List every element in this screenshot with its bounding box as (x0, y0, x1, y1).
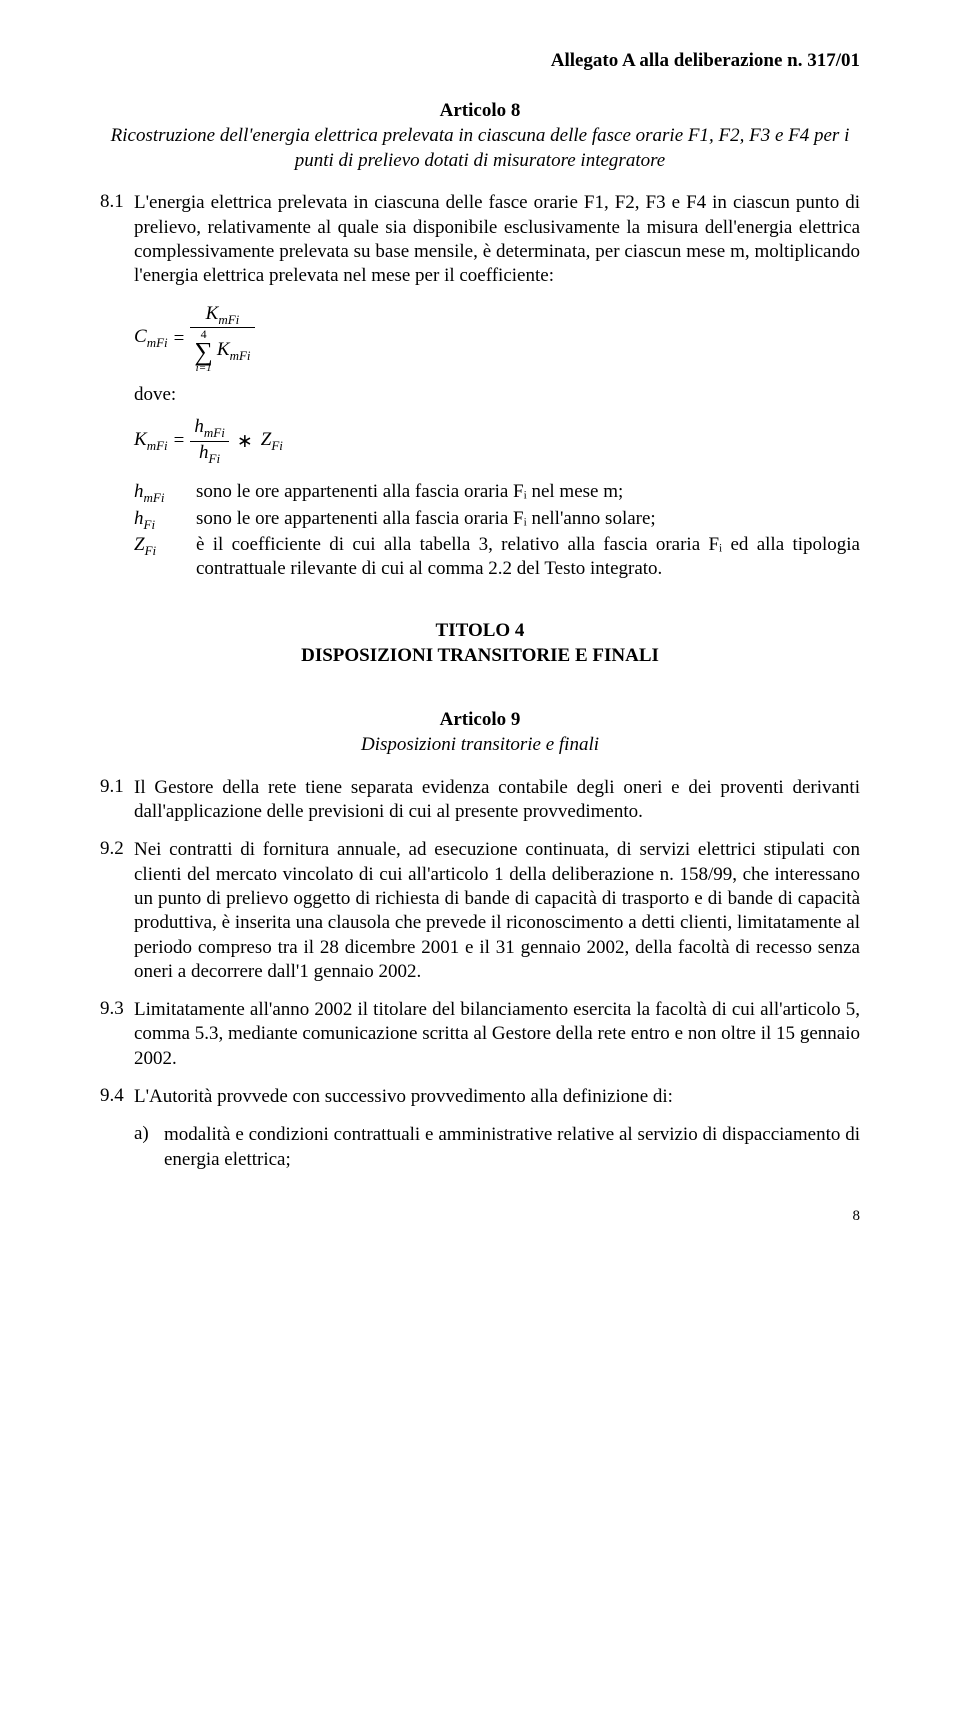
def-hfi-txt: sono le ore appartenenti alla fascia ora… (196, 507, 860, 533)
kmfi-z-base: Z (261, 429, 272, 450)
para-9-1: 9.1 Il Gestore della rete tiene separata… (100, 776, 860, 825)
para-9-1-num: 9.1 (100, 776, 134, 825)
kmfi-lhs-sub: mFi (147, 438, 168, 453)
kmfi-den-sub: Fi (209, 451, 221, 466)
para-9-3-text: Limitatamente all'anno 2002 il titolare … (134, 998, 860, 1071)
formula-kmfi: KmFi = hmFi hFi ∗ ZFi (134, 416, 860, 466)
kmfi-num-sub: mFi (204, 425, 225, 440)
def-zfi-sub: Fi (145, 543, 157, 558)
titolo4-line1: TITOLO 4 (100, 618, 860, 644)
para-9-4-a: a) modalità e condizioni contrattuali e … (134, 1123, 860, 1172)
titolo4-block: TITOLO 4 DISPOSIZIONI TRANSITORIE E FINA… (100, 618, 860, 669)
titolo4-line2: DISPOSIZIONI TRANSITORIE E FINALI (100, 643, 860, 669)
cmfi-lhs-base: C (134, 326, 147, 347)
def-hfi-sub: Fi (144, 516, 156, 531)
para-9-4-a-text: modalità e condizioni contrattuali e amm… (164, 1123, 860, 1172)
def-hmfi-sym: h (134, 481, 144, 502)
para-9-4: 9.4 L'Autorità provvede con successivo p… (100, 1085, 860, 1109)
header-allegato: Allegato A alla deliberazione n. 317/01 (100, 50, 860, 72)
cmfi-den-base: K (217, 339, 230, 360)
def-hfi: hFi sono le ore appartenenti alla fascia… (134, 507, 860, 533)
formula-cmfi: CmFi = KmFi 4 ∑ i=1 KmFi (134, 303, 860, 375)
para-9-3-num: 9.3 (100, 998, 134, 1071)
para-9-4-num: 9.4 (100, 1085, 134, 1109)
def-hmfi: hmFi sono le ore appartenenti alla fasci… (134, 480, 860, 506)
kmfi-den-base: h (199, 442, 209, 463)
def-zfi-sym: Z (134, 534, 145, 555)
para-9-4-a-letter: a) (134, 1123, 164, 1172)
para-8-1-num: 8.1 (100, 191, 134, 288)
article9-title: Articolo 9 (100, 709, 860, 731)
article8-subtitle: Ricostruzione dell'energia elettrica pre… (100, 124, 860, 173)
cmfi-den-sub: mFi (230, 348, 251, 363)
cmfi-lhs-sub: mFi (147, 335, 168, 350)
kmfi-z-sub: Fi (271, 438, 283, 453)
para-9-1-text: Il Gestore della rete tiene separata evi… (134, 776, 860, 825)
document-page: Allegato A alla deliberazione n. 317/01 … (0, 0, 960, 1265)
def-hmfi-sub: mFi (144, 490, 165, 505)
para-9-2-text: Nei contratti di fornitura annuale, ad e… (134, 838, 860, 984)
para-8-1: 8.1 L'energia elettrica prelevata in cia… (100, 191, 860, 288)
kmfi-num-base: h (194, 416, 204, 437)
sigma-bot: i=1 (196, 363, 212, 374)
def-hfi-sym: h (134, 508, 144, 529)
def-zfi: ZFi è il coefficiente di cui alla tabell… (134, 533, 860, 582)
cmfi-num-base: K (206, 303, 219, 324)
para-8-1-text: L'energia elettrica prelevata in ciascun… (134, 191, 860, 288)
para-9-2-num: 9.2 (100, 838, 134, 984)
kmfi-lhs-base: K (134, 429, 147, 450)
para-9-3: 9.3 Limitatamente all'anno 2002 il titol… (100, 998, 860, 1071)
page-number: 8 (100, 1208, 860, 1225)
cmfi-num-sub: mFi (218, 311, 239, 326)
para-9-4-text: L'Autorità provvede con successivo provv… (134, 1085, 860, 1109)
article9-subtitle: Disposizioni transitorie e finali (100, 733, 860, 758)
para-9-2: 9.2 Nei contratti di fornitura annuale, … (100, 838, 860, 984)
sigma-icon: 4 ∑ i=1 (194, 328, 213, 374)
article8-title: Articolo 8 (100, 100, 860, 122)
dove-label: dove: (134, 384, 860, 406)
def-zfi-txt: è il coefficiente di cui alla tabella 3,… (196, 533, 860, 582)
definitions-block: hmFi sono le ore appartenenti alla fasci… (134, 480, 860, 581)
def-hmfi-txt: sono le ore appartenenti alla fascia ora… (196, 480, 860, 506)
